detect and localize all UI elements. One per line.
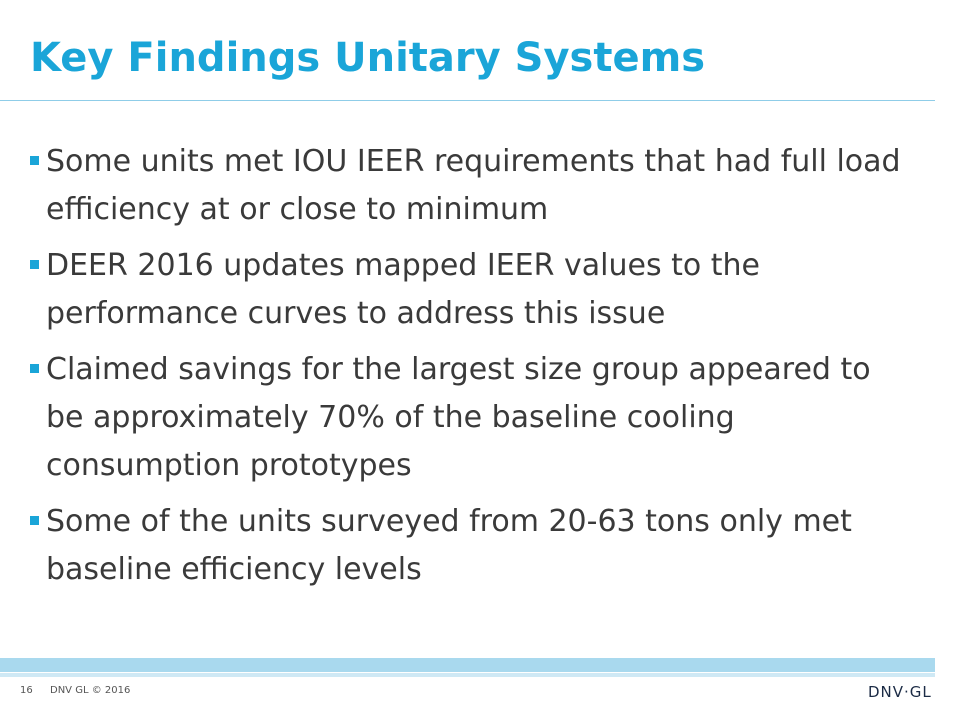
- bullet-item: Some units met IOU IEER requirements tha…: [28, 138, 908, 234]
- footer-info: 16 DNV GL © 2016: [20, 685, 130, 696]
- page-number: 16: [20, 685, 33, 696]
- bullet-item: DEER 2016 updates mapped IEER values to …: [28, 242, 908, 338]
- square-bullet-icon: [30, 260, 39, 269]
- square-bullet-icon: [30, 364, 39, 373]
- bullet-item: Some of the units surveyed from 20-63 to…: [28, 498, 908, 594]
- bullet-item: Claimed savings for the largest size gro…: [28, 346, 908, 490]
- bullet-list: Some units met IOU IEER requirements tha…: [28, 138, 908, 602]
- square-bullet-icon: [30, 516, 39, 525]
- footer-band: [0, 658, 935, 672]
- copyright-text: DNV GL © 2016: [50, 685, 131, 696]
- slide-title: Key Findings Unitary Systems: [30, 35, 706, 81]
- bullet-text: Some units met IOU IEER requirements tha…: [46, 144, 901, 227]
- title-divider: [0, 100, 935, 101]
- bullet-text: Some of the units surveyed from 20-63 to…: [46, 504, 852, 587]
- dnv-gl-logo: DNV·GL: [868, 683, 932, 701]
- bullet-text: Claimed savings for the largest size gro…: [46, 352, 871, 483]
- square-bullet-icon: [30, 156, 39, 165]
- footer-band-line: [0, 673, 935, 677]
- bullet-text: DEER 2016 updates mapped IEER values to …: [46, 248, 761, 331]
